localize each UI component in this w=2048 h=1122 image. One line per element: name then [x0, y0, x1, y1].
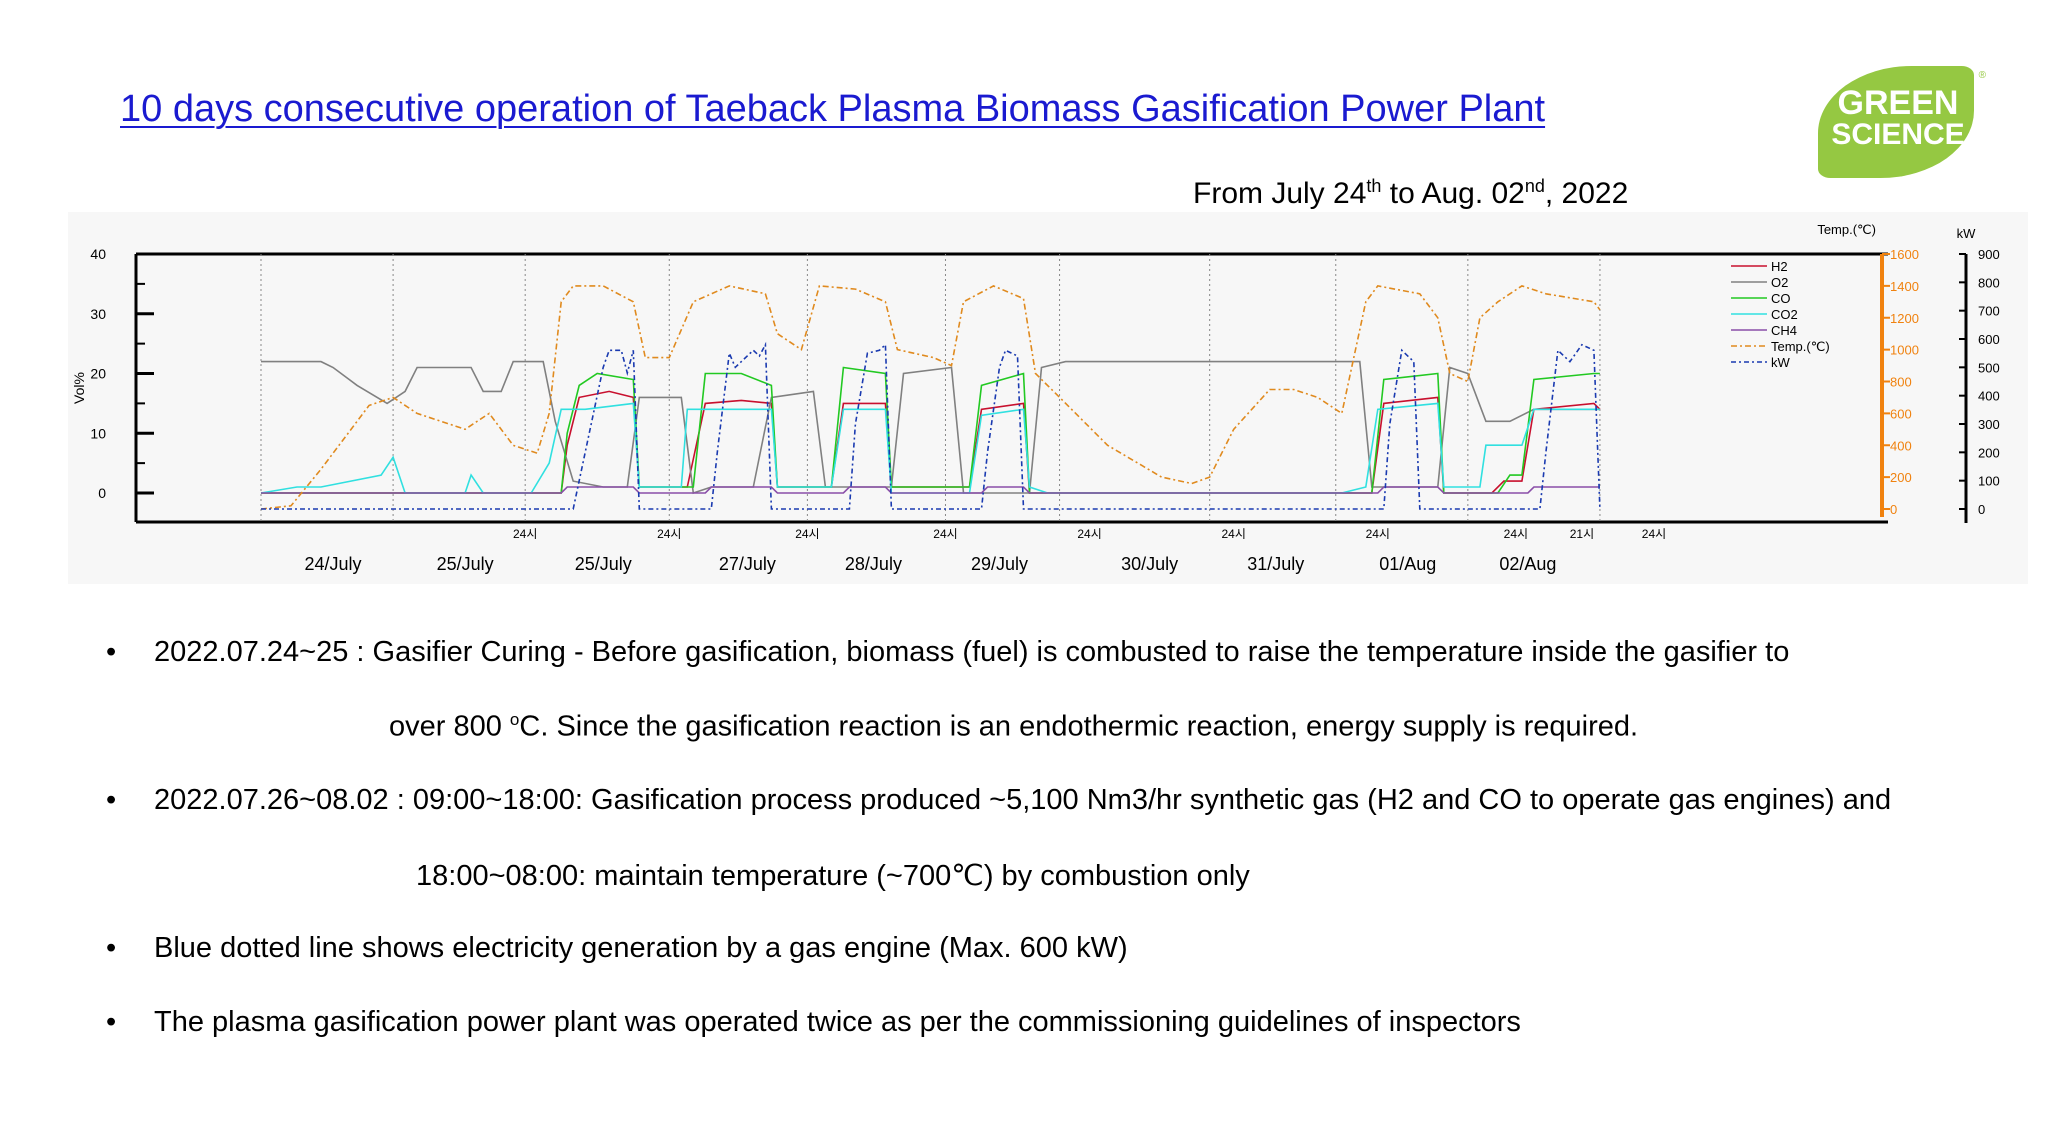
day-label: 28/July	[845, 554, 902, 574]
date-range: From July 24th to Aug. 02nd, 2022	[1193, 176, 1628, 211]
legend-label: H2	[1771, 259, 1788, 274]
date-sup-1: th	[1366, 176, 1382, 196]
date-prefix: From July 24	[1193, 177, 1367, 210]
temp-tick-label: 400	[1890, 438, 1912, 453]
day-label: 30/July	[1121, 554, 1178, 574]
kw-tick-label: 0	[1978, 502, 1985, 517]
bullet-1-cont-post: C. Since the gasification reaction is an…	[519, 710, 1639, 743]
temp-tick-label: 1000	[1890, 343, 1919, 358]
bullet-1-cont-sup: o	[509, 710, 520, 729]
day-label: 27/July	[719, 554, 776, 574]
temp-tick-label: 800	[1890, 375, 1912, 390]
kw-tick-label: 700	[1978, 304, 2000, 319]
y-axis-label: Vol%	[71, 372, 87, 404]
bullet-text: 2022.07.26~08.02 : 09:00~18:00: Gasifica…	[154, 784, 1892, 816]
hour-label: 24시	[1366, 527, 1390, 541]
bullet-marker: •	[106, 1006, 117, 1038]
legend-label: kW	[1771, 355, 1791, 370]
green-science-logo: GREEN SCIENCE ®	[1808, 58, 1988, 184]
y-tick-label: 30	[90, 306, 106, 322]
series-ch4-line	[261, 486, 1600, 494]
legend-label: CO2	[1771, 307, 1798, 322]
slide-title[interactable]: 10 days consecutive operation of Taeback…	[120, 88, 1546, 130]
temp-tick-label: 200	[1890, 470, 1912, 485]
day-label: 24/July	[305, 554, 362, 574]
series-co-line	[261, 366, 1600, 494]
y-tick-label: 10	[90, 425, 106, 441]
kw-tick-label: 100	[1978, 474, 2000, 489]
legend-label: CO	[1771, 291, 1791, 306]
hour-label: 24시	[657, 527, 681, 541]
date-sup-2: nd	[1524, 176, 1545, 196]
hour-label: 21시	[1570, 527, 1594, 541]
date-suffix: , 2022	[1544, 177, 1629, 210]
day-label: 31/July	[1247, 554, 1304, 574]
bullet-marker: •	[106, 784, 117, 816]
chart-panel: 40 30 20 10 0 Vol% 24시 24시 24시 24시 24시 24시 24시 24시 24시…	[68, 212, 2028, 584]
temp-tick-label: 1600	[1890, 247, 1919, 262]
kw-tick-label: 900	[1978, 247, 2000, 262]
temp-tick-label: 1200	[1890, 311, 1919, 326]
bullet-text: Blue dotted line shows electricity gener…	[154, 932, 1128, 964]
hour-label: 24시	[513, 527, 537, 541]
series-co2-line	[260, 402, 1600, 494]
bullet-marker: •	[106, 932, 117, 964]
temp-tick-label: 600	[1890, 406, 1912, 421]
y-tick-label: 0	[98, 485, 106, 501]
kw-tick-label: 200	[1978, 445, 2000, 460]
day-label: 02/Aug	[1499, 554, 1556, 574]
y-tick-label: 40	[90, 246, 106, 262]
logo-line-1: GREEN	[1837, 84, 1959, 122]
legend-label: CH4	[1771, 323, 1797, 338]
hour-label: 24시	[1504, 527, 1528, 541]
bullet-2-continuation: 18:00~08:00: maintain temperature (~700℃…	[416, 860, 1250, 892]
kw-tick-label: 800	[1978, 275, 2000, 290]
temp-tick-label: 0	[1890, 502, 1897, 517]
legend-label: O2	[1771, 275, 1788, 290]
hour-label: 24시	[933, 527, 957, 541]
day-label: 25/July	[575, 554, 632, 574]
day-label: 01/Aug	[1379, 554, 1436, 574]
kw-tick-label: 500	[1978, 360, 2000, 375]
y-tick-label: 20	[90, 366, 106, 382]
legend-label: Temp.(℃)	[1771, 339, 1830, 354]
kw-axis-title: kW	[1957, 226, 1977, 241]
bullet-1-continuation: over 800 oC. Since the gasification reac…	[389, 710, 1638, 744]
hour-label: 24시	[1077, 527, 1101, 541]
kw-tick-label: 400	[1978, 389, 2000, 404]
temp-tick-label: 1400	[1890, 279, 1919, 294]
day-label: 29/July	[971, 554, 1028, 574]
hour-label: 24시	[1642, 527, 1666, 541]
date-mid: to Aug. 02	[1381, 177, 1525, 210]
temp-axis-title: Temp.(℃)	[1817, 222, 1876, 237]
kw-tick-label: 300	[1978, 417, 2000, 432]
bullet-1-cont-pre: over 800	[389, 710, 510, 743]
kw-tick-label: 600	[1978, 332, 2000, 347]
logo-registered-mark: ®	[1978, 70, 1986, 81]
series-o2-line	[261, 360, 1600, 495]
hour-label: 24시	[1221, 527, 1245, 541]
hour-label: 24시	[795, 527, 819, 541]
bullet-marker: •	[106, 636, 117, 668]
bullet-text: 2022.07.24~25 : Gasifier Curing - Before…	[154, 636, 1790, 668]
series-temp-line	[260, 285, 1601, 510]
bullet-text: The plasma gasification power plant was …	[154, 1006, 1521, 1038]
logo-line-2: SCIENCE	[1831, 118, 1965, 151]
day-label: 25/July	[437, 554, 494, 574]
